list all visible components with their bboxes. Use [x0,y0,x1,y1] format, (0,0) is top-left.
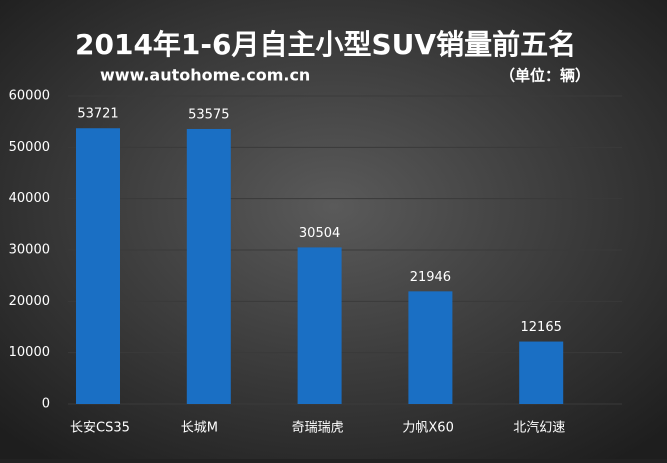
x-tick-label: 长安CS35 [70,421,130,436]
value-label: 21946 [410,270,451,285]
value-label: 30504 [299,226,340,241]
chart-subtitle: www.autohome.com.cn [100,66,310,85]
y-tick-label: 40000 [9,191,50,206]
unit-label: （单位：辆） [500,67,590,85]
y-tick-label: 0 [42,397,50,412]
x-tick-label: 力帆X60 [402,421,453,436]
x-tick-label: 长城M [181,421,218,436]
x-tick-label: 奇瑞瑞虎 [292,420,344,436]
value-label: 53721 [77,107,118,122]
y-tick-label: 20000 [9,294,50,309]
y-tick-label: 10000 [9,345,50,360]
y-tick-label: 60000 [9,89,50,104]
y-tick-label: 30000 [9,243,50,258]
x-tick-label: 北汽幻速 [513,421,565,436]
bar [297,247,342,404]
value-label: 53575 [188,107,229,122]
bar [408,291,453,404]
bar [76,128,120,405]
value-label: 12165 [521,320,562,335]
bar [186,128,231,404]
chart-title: 2014年1-6月自主小型SUV销量前五名 [75,28,576,61]
y-tick-label: 50000 [9,140,50,155]
bar [519,341,564,404]
